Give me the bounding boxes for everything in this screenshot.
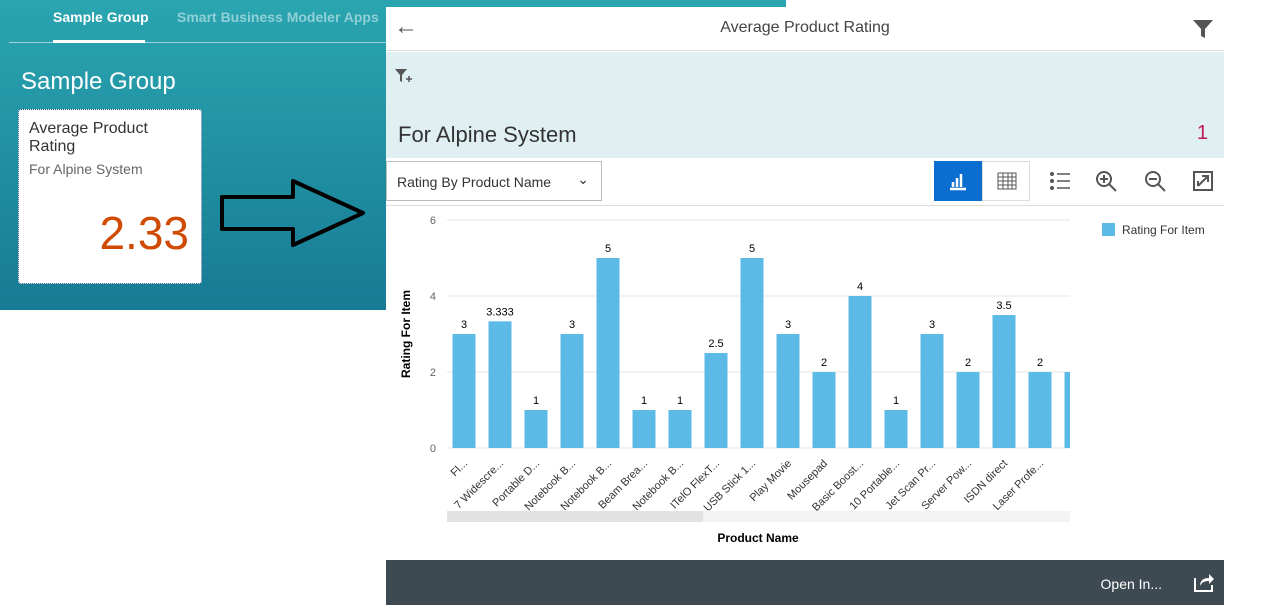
bar [524,410,548,448]
bar [992,315,1016,448]
y-tick-label: 2 [430,367,436,379]
tab-smart-business-modeler-apps[interactable]: Smart Business Modeler Apps [177,9,379,25]
bar [704,353,728,448]
tile-title: Average Product Rating [29,120,148,155]
filter-band: For Alpine System 1 [386,52,1224,158]
data-label: 3 [569,319,575,331]
header-strip [386,0,786,7]
bar [776,334,800,448]
bar [596,258,620,448]
bar [488,321,512,448]
chevron-down-icon: ⌄ [577,171,589,187]
data-label: 2.5 [708,338,723,350]
panel-footer: Open In... [386,560,1224,605]
table-view-button[interactable] [982,161,1030,201]
bar [956,372,980,448]
share-icon[interactable] [1192,570,1216,594]
zoom-out-icon [1145,171,1166,192]
bar [452,334,476,448]
tab-selected-indicator [53,40,145,43]
bar [848,296,872,448]
data-label: 3.333 [486,306,514,318]
list-icon [1050,172,1070,190]
data-label: 5 [605,243,611,255]
data-label: 1 [893,395,899,407]
panel-subtitle: For Alpine System [398,122,577,147]
y-tick-label: 6 [430,215,436,227]
y-axis-title: Rating For Item [399,290,413,378]
tab-sample-group[interactable]: Sample Group [53,9,149,25]
scrollbar-track [447,511,1070,522]
view-select[interactable]: Rating By Product Name ⌄ [386,161,602,201]
fullscreen-button[interactable] [1179,161,1227,201]
back-arrow-icon[interactable]: ← [394,13,418,40]
tile-subtitle: For Alpine System [29,161,143,177]
bar [560,334,584,448]
x-tick-label: Fl... [449,458,470,479]
filter-icon[interactable] [1192,19,1214,39]
bar [1028,372,1052,448]
bar-chart-icon [950,174,966,191]
open-in-button[interactable]: Open In... [1100,576,1162,592]
fullscreen-icon [1193,171,1213,191]
panel-title: Average Product Rating [720,19,890,36]
tile-value: 2.33 [99,207,189,259]
data-label: 1 [533,395,539,407]
y-tick-label: 4 [430,291,436,303]
panel-header: ← Average Product Rating [386,7,1224,51]
scrollbar-thumb[interactable] [447,511,703,522]
bar [668,410,692,448]
data-label: 1 [641,395,647,407]
table-icon [997,172,1017,190]
add-filter-icon[interactable] [394,68,412,84]
data-label: 3.5 [996,300,1011,312]
bar [1064,372,1070,448]
zoom-out-button[interactable] [1131,161,1179,201]
data-label: 2 [965,357,971,369]
drilldown-panel: ← Average Product Rating For Alpine Syst… [386,7,1224,605]
data-label: 1 [677,395,683,407]
data-label: 3 [785,319,791,331]
legend-toggle-button[interactable] [1036,161,1084,201]
zoom-in-button[interactable] [1082,161,1130,201]
data-label: 3 [929,319,935,331]
y-tick-label: 0 [430,443,436,455]
arrow-right-icon [220,179,365,247]
zoom-in-icon [1096,171,1117,192]
chart-view-button[interactable] [934,161,982,201]
legend-label: Rating For Item [1122,223,1205,237]
legend-swatch [1102,223,1115,236]
bar [632,410,656,448]
view-select-value: Rating By Product Name [397,174,552,190]
data-label: 5 [749,243,755,255]
launchpad: Sample Group Smart Business Modeler Apps… [0,0,386,310]
nav-divider [9,42,386,43]
bar [812,372,836,448]
kpi-tile[interactable]: Average Product Rating For Alpine System… [18,109,202,284]
chart-toolbar: Rating By Product Name ⌄ [386,158,1224,206]
data-label: 4 [857,281,863,293]
data-label: 2 [821,357,827,369]
bar [920,334,944,448]
data-label: 2 [1037,357,1043,369]
x-axis-title: Product Name [717,531,799,545]
filter-count: 1 [1196,122,1208,144]
bar [884,410,908,448]
data-label: 3 [461,319,467,331]
group-title: Sample Group [21,68,176,95]
bar [740,258,764,448]
